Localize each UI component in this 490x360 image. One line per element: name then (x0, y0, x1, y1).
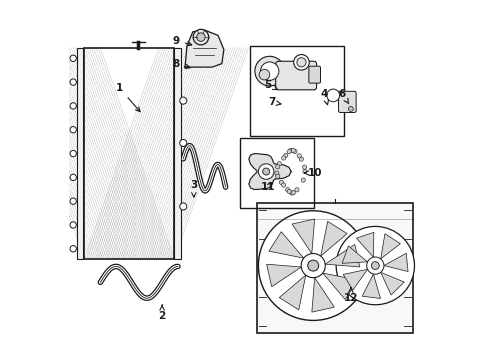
Circle shape (297, 154, 301, 158)
Polygon shape (356, 232, 374, 257)
Circle shape (70, 174, 76, 180)
Circle shape (70, 127, 76, 133)
Circle shape (263, 168, 270, 175)
Text: 5: 5 (264, 80, 277, 90)
Text: 4: 4 (320, 89, 328, 105)
Bar (250, 46, 344, 136)
Circle shape (302, 165, 307, 169)
Circle shape (289, 148, 293, 153)
Polygon shape (342, 246, 368, 263)
Text: 1: 1 (116, 83, 140, 112)
Bar (77, 48, 83, 259)
FancyBboxPatch shape (339, 91, 356, 112)
Circle shape (277, 162, 281, 166)
Polygon shape (325, 244, 360, 267)
Circle shape (308, 260, 319, 271)
Circle shape (258, 164, 274, 179)
Circle shape (301, 253, 325, 278)
Circle shape (295, 188, 299, 192)
Polygon shape (384, 253, 408, 271)
Text: 2: 2 (158, 305, 166, 321)
Circle shape (299, 157, 303, 161)
Circle shape (261, 62, 279, 80)
Text: 11: 11 (261, 182, 275, 192)
Circle shape (255, 56, 285, 86)
Circle shape (303, 170, 307, 174)
Circle shape (291, 148, 295, 153)
Text: 12: 12 (343, 288, 358, 303)
Polygon shape (312, 278, 334, 312)
Polygon shape (381, 272, 404, 295)
Polygon shape (362, 274, 380, 298)
Polygon shape (323, 273, 358, 300)
Circle shape (258, 211, 368, 320)
Circle shape (70, 55, 76, 62)
Circle shape (70, 150, 76, 157)
Circle shape (286, 188, 290, 192)
Circle shape (287, 149, 292, 154)
Circle shape (282, 183, 286, 187)
Circle shape (180, 203, 187, 210)
Circle shape (259, 69, 270, 80)
Circle shape (294, 55, 309, 70)
Circle shape (371, 262, 379, 270)
Circle shape (348, 107, 353, 111)
Circle shape (279, 180, 284, 184)
Circle shape (293, 149, 297, 153)
Circle shape (70, 246, 76, 252)
Polygon shape (267, 264, 301, 287)
FancyBboxPatch shape (276, 61, 317, 90)
Text: 7: 7 (268, 98, 281, 107)
Polygon shape (320, 221, 347, 256)
Polygon shape (249, 154, 291, 189)
Circle shape (336, 226, 415, 305)
Circle shape (180, 139, 187, 147)
Polygon shape (381, 234, 400, 259)
Bar (84, 48, 174, 259)
Polygon shape (343, 269, 368, 290)
Bar (84, 48, 174, 259)
Circle shape (275, 171, 279, 175)
Circle shape (291, 190, 295, 195)
FancyBboxPatch shape (309, 66, 320, 83)
Text: 6: 6 (339, 89, 349, 104)
Bar (240, 138, 314, 208)
Text: 8: 8 (172, 59, 190, 68)
Circle shape (276, 174, 280, 178)
Polygon shape (279, 275, 306, 310)
Bar (174, 48, 181, 259)
Circle shape (367, 257, 384, 274)
Bar (257, 203, 413, 333)
Circle shape (327, 89, 340, 102)
Circle shape (70, 79, 76, 85)
Circle shape (287, 189, 292, 194)
Text: 3: 3 (190, 180, 197, 197)
Polygon shape (292, 219, 315, 253)
Polygon shape (269, 232, 304, 258)
Polygon shape (185, 30, 224, 67)
Circle shape (301, 178, 305, 182)
Circle shape (284, 153, 288, 158)
Circle shape (70, 103, 76, 109)
Circle shape (276, 165, 280, 169)
Circle shape (180, 97, 187, 104)
Circle shape (70, 222, 76, 228)
Text: 10: 10 (304, 168, 323, 178)
Circle shape (290, 191, 294, 195)
Text: 9: 9 (172, 36, 192, 46)
Circle shape (297, 58, 306, 67)
Circle shape (70, 198, 76, 204)
Circle shape (282, 156, 286, 160)
Circle shape (196, 33, 205, 41)
Circle shape (193, 30, 209, 45)
